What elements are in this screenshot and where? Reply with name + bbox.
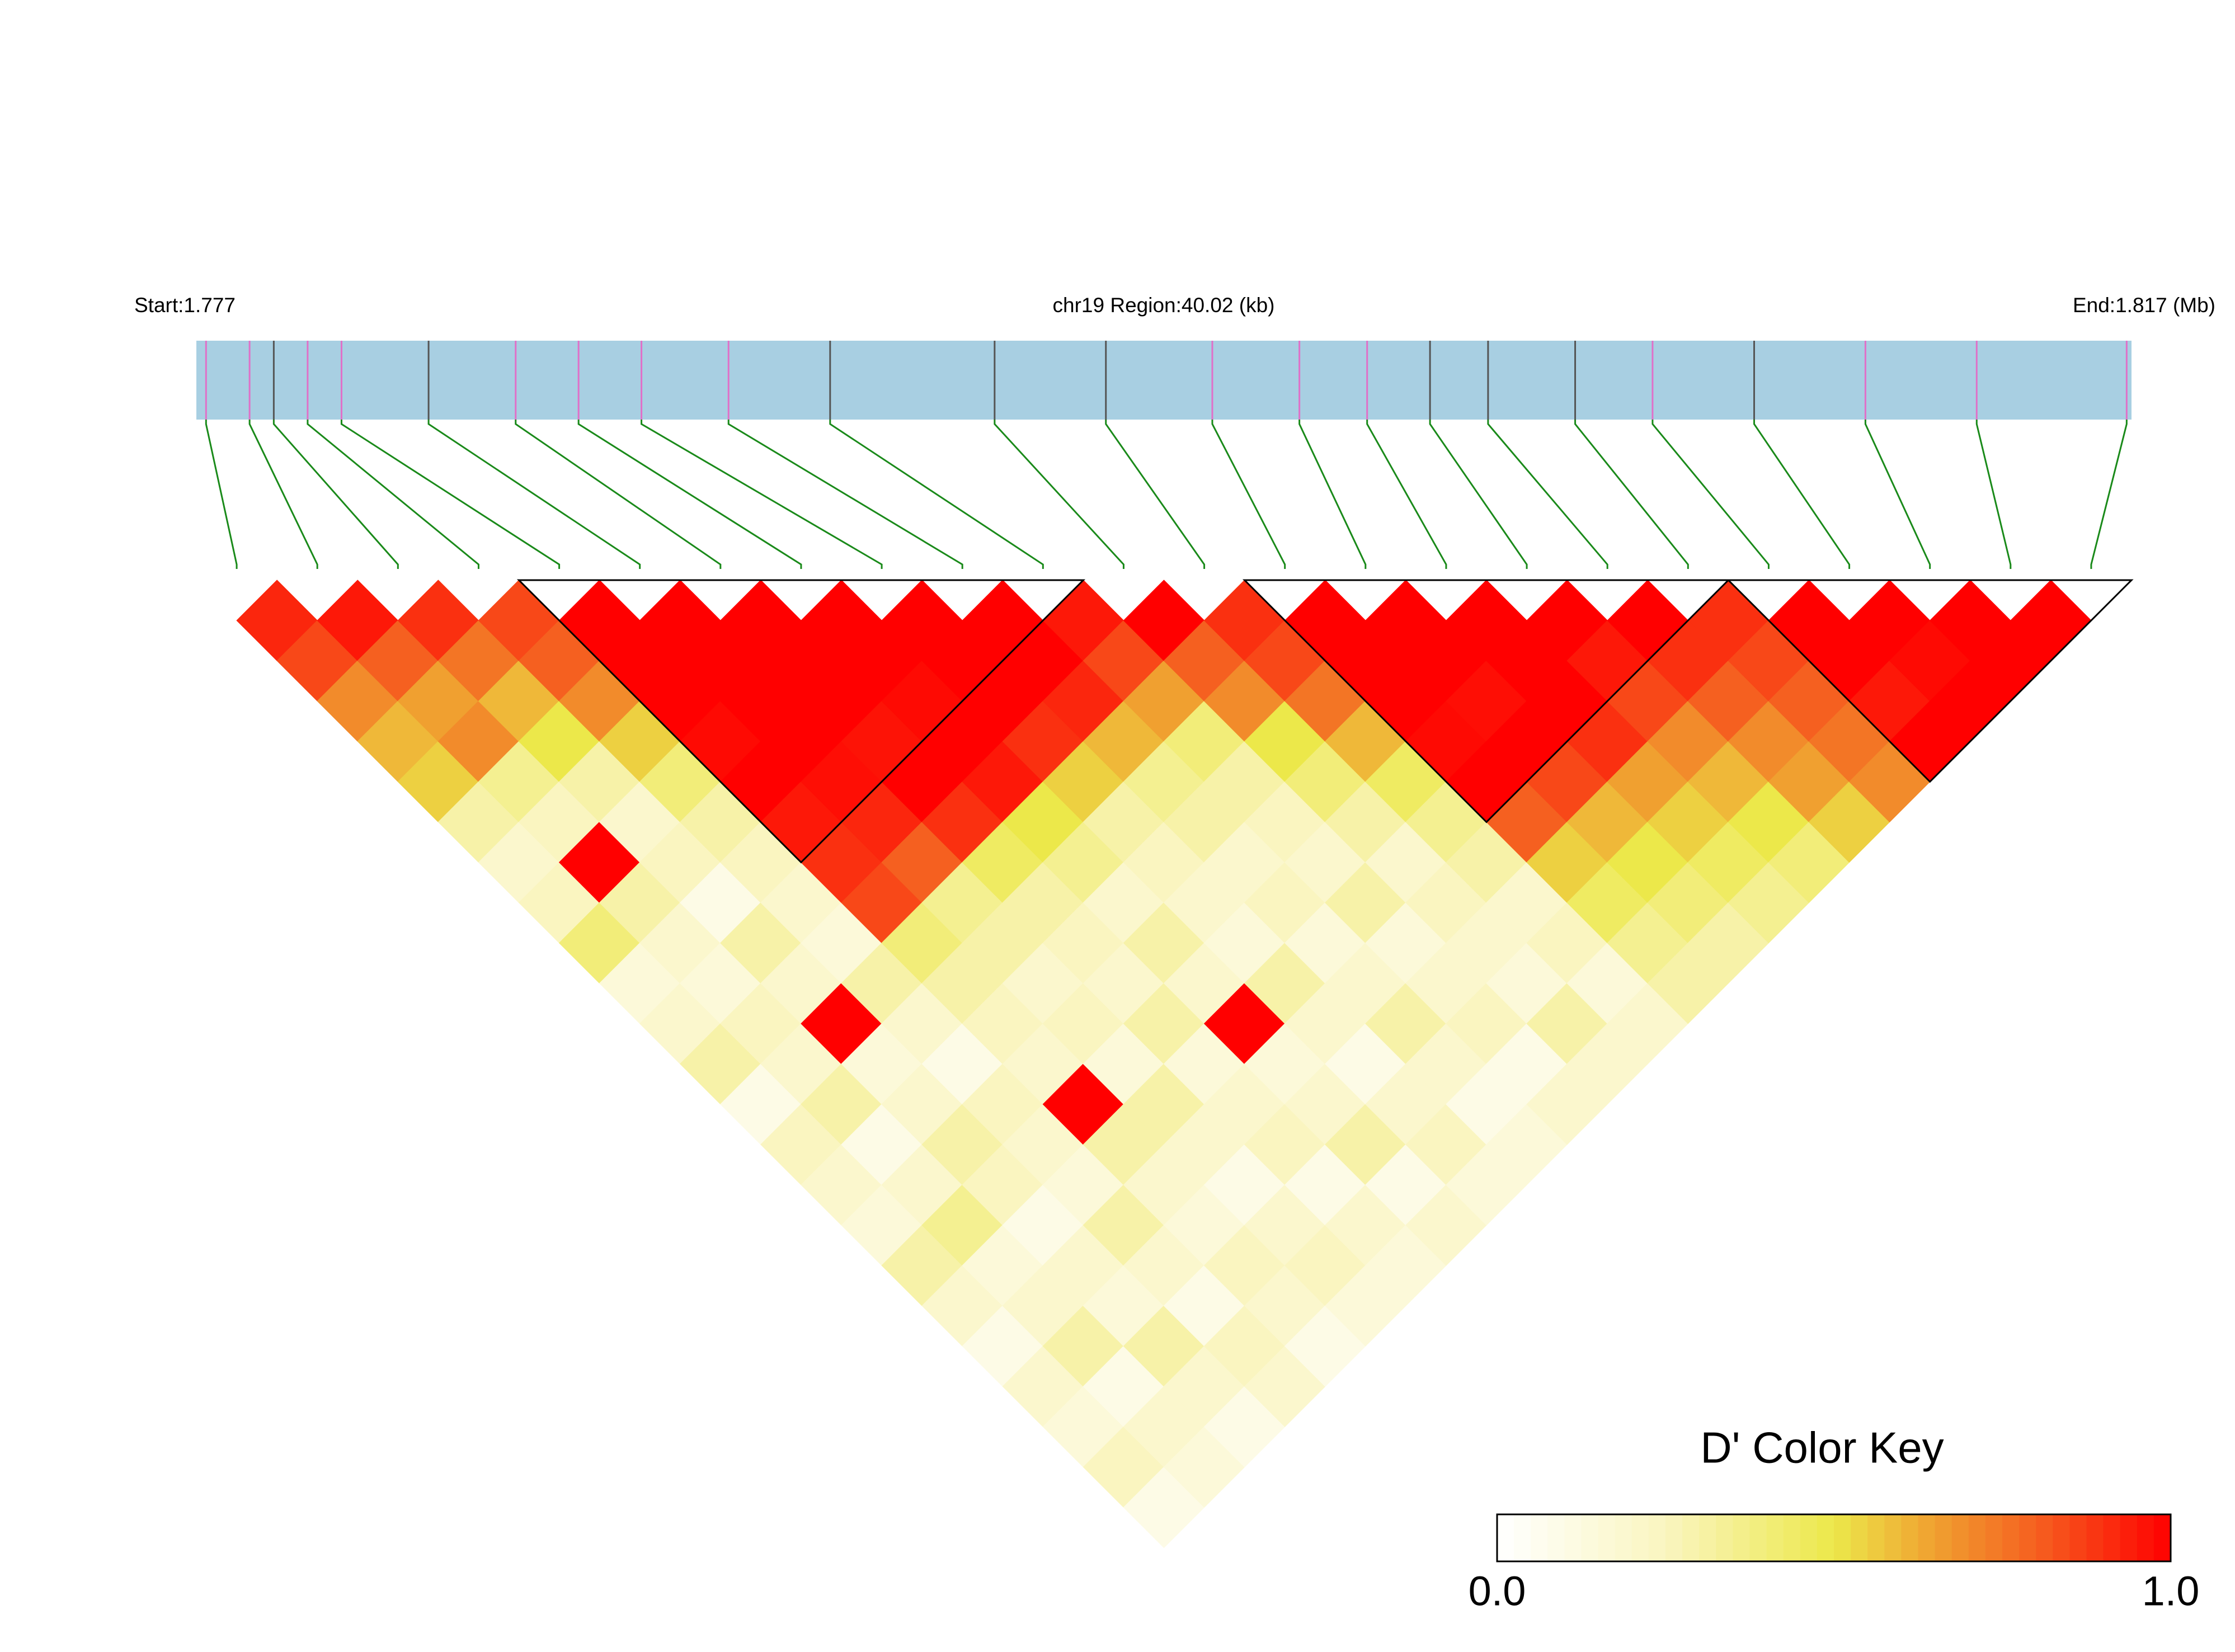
start-label: Start:1.777 bbox=[134, 294, 236, 317]
snp-link bbox=[1487, 420, 1608, 569]
snp-link bbox=[1574, 420, 1689, 569]
legend-swatch bbox=[1531, 1514, 1549, 1561]
ld-block bbox=[1243, 579, 1730, 823]
legend-swatch bbox=[1665, 1514, 1683, 1561]
snp-link bbox=[577, 420, 802, 569]
legend-swatch bbox=[1547, 1514, 1565, 1561]
legend-swatch bbox=[1716, 1514, 1734, 1561]
legend-tick-label: 1.0 bbox=[2142, 1568, 2200, 1615]
snp-link bbox=[205, 420, 238, 569]
snp-link bbox=[1429, 420, 1528, 569]
legend-swatch bbox=[1968, 1514, 1986, 1561]
legend-swatch bbox=[2019, 1514, 2037, 1561]
snp-link bbox=[641, 420, 883, 569]
legend-swatch bbox=[2120, 1514, 2138, 1561]
legend-swatch bbox=[2036, 1514, 2054, 1561]
legend-swatch bbox=[1951, 1514, 1969, 1561]
legend-swatch bbox=[1497, 1514, 1515, 1561]
legend-swatch bbox=[1935, 1514, 1952, 1561]
legend-swatch bbox=[1648, 1514, 1666, 1561]
ld-block bbox=[1726, 579, 2134, 783]
legend-swatch bbox=[1615, 1514, 1632, 1561]
snp-link bbox=[272, 420, 399, 569]
legend-swatch bbox=[2086, 1514, 2104, 1561]
legend-swatch bbox=[1867, 1514, 1885, 1561]
ld-block bbox=[516, 579, 1085, 864]
legend-swatch bbox=[2137, 1514, 2154, 1561]
legend-swatch bbox=[2053, 1514, 2071, 1561]
snp-track bbox=[196, 341, 2132, 420]
snp-link bbox=[1298, 420, 1367, 569]
legend-swatch bbox=[1800, 1514, 1818, 1561]
legend-swatch bbox=[1631, 1514, 1649, 1561]
snp-link bbox=[427, 420, 641, 569]
legend-frame bbox=[1496, 1513, 2172, 1562]
legend-swatch bbox=[1766, 1514, 1784, 1561]
legend-swatch bbox=[2002, 1514, 2020, 1561]
snp-link bbox=[727, 420, 963, 569]
snp-link bbox=[340, 420, 561, 569]
legend-swatch bbox=[1564, 1514, 1582, 1561]
legend-swatch bbox=[1851, 1514, 1869, 1561]
snp-link bbox=[994, 420, 1124, 569]
legend-swatch bbox=[1817, 1514, 1834, 1561]
end-label: End:1.817 (Mb) bbox=[2073, 294, 2215, 317]
snp-link bbox=[2090, 420, 2128, 569]
legend-tick-label: 0.0 bbox=[1469, 1568, 1526, 1615]
legend-swatch bbox=[1749, 1514, 1767, 1561]
snp-link bbox=[1753, 420, 1851, 569]
region-label: chr19 Region:40.02 (kb) bbox=[1053, 294, 1275, 317]
snp-link bbox=[829, 420, 1044, 569]
snp-link bbox=[1105, 420, 1206, 569]
snp-link bbox=[1864, 420, 1931, 569]
legend-swatch bbox=[1783, 1514, 1801, 1561]
legend-swatch bbox=[1918, 1514, 1936, 1561]
snp-link bbox=[307, 420, 479, 569]
legend-swatch bbox=[1581, 1514, 1599, 1561]
legend-swatch bbox=[1985, 1514, 2003, 1561]
snp-link bbox=[1651, 420, 1770, 569]
snp-link bbox=[1366, 420, 1447, 569]
legend-swatch bbox=[1514, 1514, 1532, 1561]
legend-swatch bbox=[2069, 1514, 2087, 1561]
snp-link bbox=[248, 420, 318, 569]
snp-link bbox=[515, 420, 722, 569]
legend-swatch bbox=[1682, 1514, 1700, 1561]
legend-swatch bbox=[1699, 1514, 1717, 1561]
legend-swatch bbox=[1901, 1514, 1919, 1561]
legend-swatch bbox=[2103, 1514, 2121, 1561]
legend-swatch bbox=[1884, 1514, 1902, 1561]
snp-link bbox=[1211, 420, 1286, 569]
legend-title: D' Color Key bbox=[1700, 1423, 1944, 1472]
legend-swatch bbox=[1834, 1514, 1852, 1561]
legend-swatch bbox=[1598, 1514, 1616, 1561]
legend-swatch bbox=[2153, 1514, 2171, 1561]
snp-link bbox=[1975, 420, 2012, 569]
legend-swatch bbox=[1733, 1514, 1751, 1561]
